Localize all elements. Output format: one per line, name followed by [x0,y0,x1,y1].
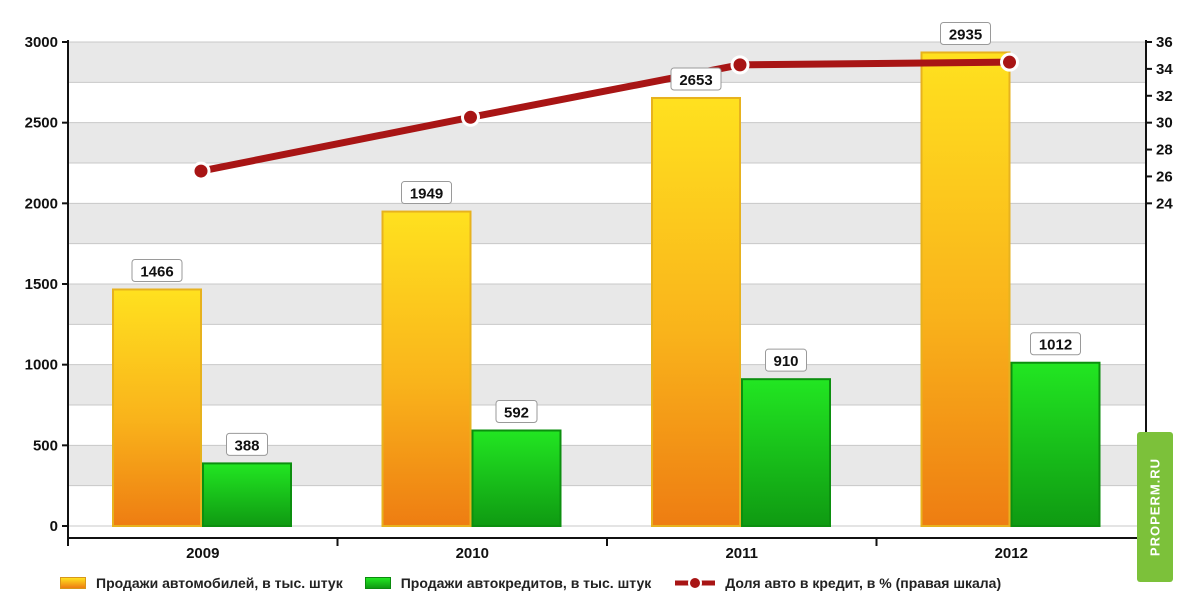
left-tick-label: 0 [50,518,58,535]
data-label-box [131,258,183,282]
data-label-loans: 910 [765,348,807,372]
data-label-box [495,399,538,423]
right-tick-label: 28 [1156,142,1173,159]
legend-item-cars: Продажи автомобилей, в тыс. штук [60,575,343,591]
bar-cars [112,288,202,527]
left-tick-label: 2000 [25,195,58,212]
bar-loans [471,429,562,527]
x-tick-label: 2011 [725,545,758,562]
data-label-box [940,21,991,45]
right-tick-label: 26 [1156,168,1173,185]
data-label-text: 2935 [949,26,982,43]
left-tick-label: 1500 [25,276,58,293]
data-label-cars: 2935 [940,21,991,45]
legend-item-loans: Продажи автокредитов, в тыс. штук [364,575,652,591]
right-tick-label: 32 [1156,88,1173,105]
data-label-cars: 2653 [670,67,722,91]
bar-loans [202,462,292,528]
left-tick-label: 1000 [25,357,58,374]
legend-label-share: Доля авто в кредит, в % (правая шкала) [725,575,1002,591]
data-labels: 1466 388 1949 592 2653 910 2935 1012 [131,21,1081,456]
legend-swatch-cars [60,577,86,589]
data-label-text: 1012 [1039,337,1072,354]
legend: Продажи автомобилей, в тыс. штук Продажи… [60,572,1023,594]
legend-item-share: Доля авто в кредит, в % (правая шкала) [673,575,1001,591]
data-label-text: 592 [504,404,529,421]
data-label-loans: 1012 [1030,332,1081,356]
right-tick-label: 24 [1156,195,1173,212]
legend-label-cars: Продажи автомобилей, в тыс. штук [96,575,343,591]
data-label-cars: 1466 [131,258,183,282]
x-tick-label: 2010 [456,545,489,562]
data-label-text: 910 [773,353,798,370]
bar-cars [651,96,741,527]
data-label-text: 2653 [679,72,712,89]
watermark-text: PROPERM.RU [1147,457,1163,557]
legend-label-loans: Продажи автокредитов, в тыс. штук [400,575,652,591]
left-tick-label: 2500 [25,115,58,132]
left-tick-label: 500 [33,437,58,454]
data-label-loans: 388 [226,432,268,456]
right-tick-label: 36 [1156,34,1173,51]
legend-swatch-share [675,576,716,590]
right-tick-label: 34 [1156,61,1173,78]
data-label-loans: 592 [495,399,538,423]
share-line [191,52,1019,181]
x-tick-label: 2009 [186,545,219,562]
left-tick-label: 3000 [25,34,58,51]
watermark-logo: PROPERM.RU [1137,432,1173,582]
data-label-text: 1949 [410,186,443,203]
share-point [730,55,750,75]
data-label-text: 1466 [140,263,173,280]
data-label-box [765,348,807,372]
share-point [461,107,480,127]
axes: 0500100015002000250030000242628303234362… [25,34,1174,562]
data-label-box [401,181,452,205]
share-point [191,161,211,181]
bars [112,51,1101,528]
share-point [1000,52,1019,72]
data-label-cars: 1949 [401,181,452,205]
data-label-box [1030,332,1081,356]
legend-swatch-loans [364,577,391,589]
bar-cars [920,51,1011,528]
data-label-box [226,432,268,456]
bar-loans [1010,361,1101,527]
right-tick-label: 30 [1156,115,1173,132]
x-tick-label: 2012 [995,545,1028,562]
data-label-text: 388 [234,437,259,454]
bar-cars [381,210,472,527]
share-line-path [197,58,1013,175]
data-label-box [670,67,722,91]
bar-loans [741,378,831,528]
